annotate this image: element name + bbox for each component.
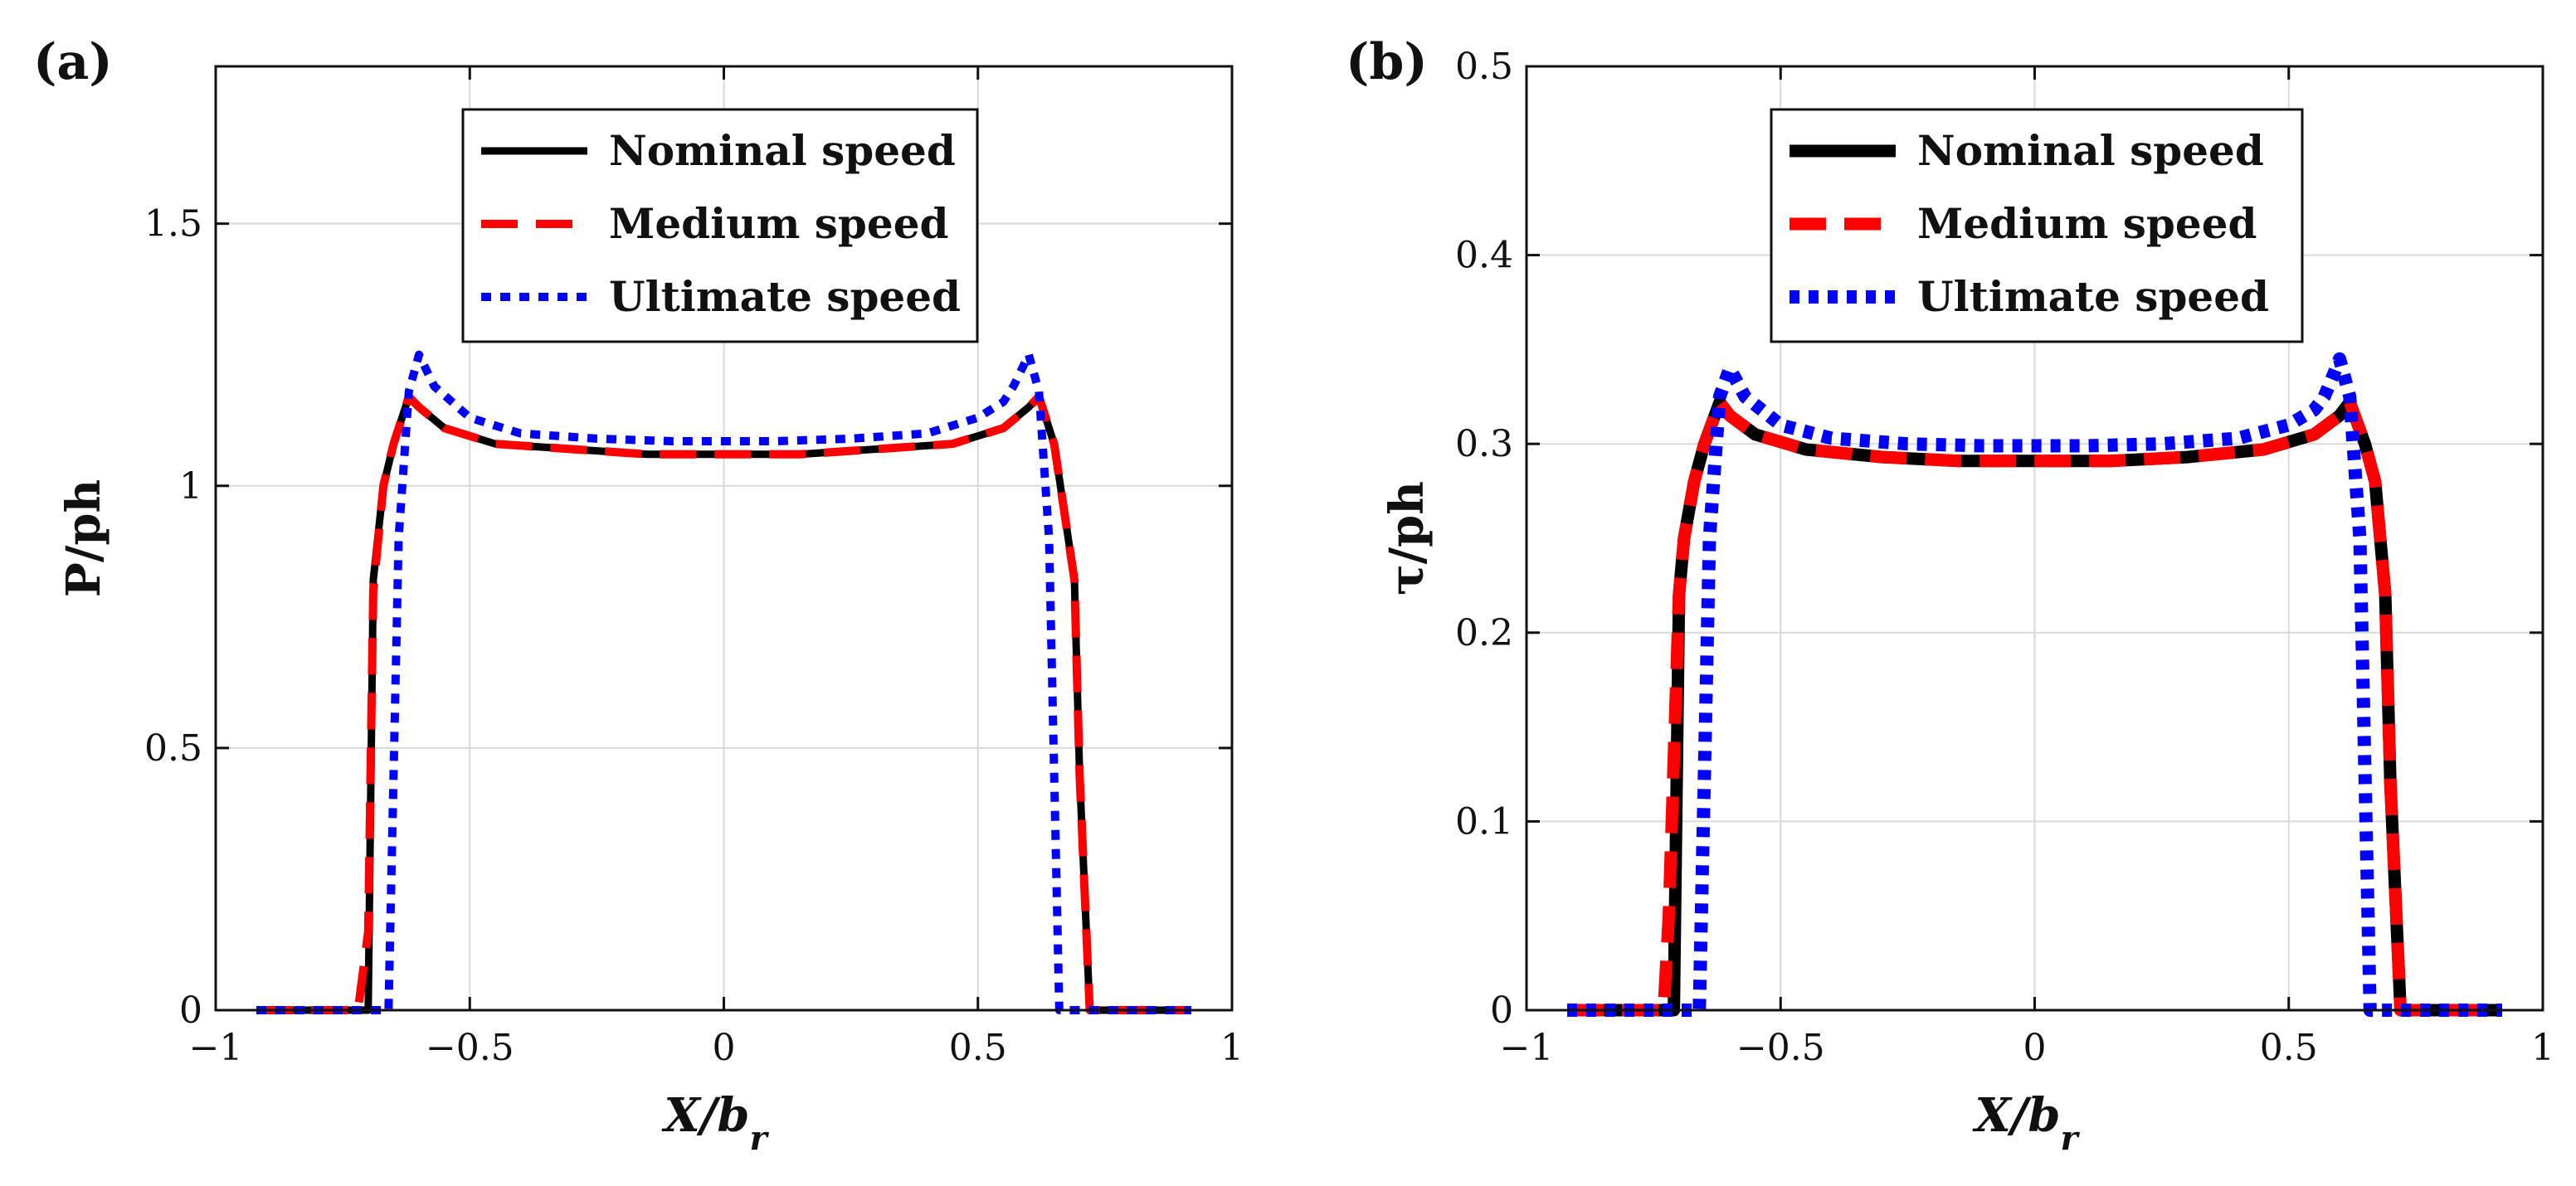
- y-axis-label: τ/ph: [1380, 481, 1434, 595]
- series-line-ultimate-speed: [1567, 352, 2502, 1017]
- y-tick-label: 0.1: [1455, 800, 1513, 843]
- series-line-medium-speed: [1567, 396, 2502, 1017]
- x-axis-label: X/br: [1972, 1088, 2080, 1158]
- y-axis-label: P/ph: [56, 479, 111, 597]
- series-group: [1567, 352, 2502, 1017]
- x-tick-label: −0.5: [426, 1027, 514, 1069]
- legend-label: Medium speed: [609, 199, 948, 248]
- legend-label: Ultimate speed: [1917, 272, 2269, 321]
- x-tick-label: −1: [189, 1027, 243, 1069]
- legend-label: Medium speed: [1917, 199, 2257, 248]
- legend: Nominal speed Medium speed Ultimate speed: [1770, 108, 2304, 343]
- x-tick-label: −0.5: [1736, 1027, 1825, 1069]
- x-tick-label: 0.5: [949, 1027, 1007, 1069]
- y-tick-label: 0: [1490, 989, 1513, 1032]
- y-tick-label: 0: [179, 989, 202, 1032]
- legend-label: Nominal speed: [1917, 126, 2264, 175]
- x-tick-label: 1: [2531, 1027, 2554, 1069]
- panel-label: (a): [33, 33, 113, 91]
- y-tick-label: 0.2: [1455, 612, 1513, 654]
- y-tick-label: 1: [179, 465, 202, 508]
- y-tick-label: 0.5: [1455, 46, 1513, 88]
- y-tick-label: 1.5: [144, 203, 202, 245]
- y-tick-label: 0.4: [1455, 235, 1513, 277]
- panel-label: (b): [1346, 33, 1428, 91]
- legend-label: Nominal speed: [609, 126, 956, 175]
- x-tick-label: 0.5: [2260, 1027, 2318, 1069]
- chart-panel-b: (b) −1 −0.5 0 0.5 1 0 0.1 0.2 0.3 0.4 0.5 X/br τ/ph No…: [1346, 33, 2554, 1158]
- legend-label: Ultimate speed: [609, 272, 961, 321]
- x-tick-label: −1: [1500, 1027, 1554, 1069]
- legend: Nominal speed Medium speed Ultimate speed: [461, 108, 979, 343]
- x-tick-label: 0: [2023, 1027, 2047, 1069]
- x-tick-label: 1: [1220, 1027, 1244, 1069]
- chart-panel-a: (a) −1 −0.5 0 0.5 1 0 0.5 1 1.5 X/br P/ph Nominal sp…: [33, 33, 1244, 1158]
- x-tick-label: 0: [713, 1027, 736, 1069]
- y-tick-label: 0.3: [1455, 423, 1513, 465]
- series-group: [256, 350, 1191, 1014]
- y-tick-label: 0.5: [144, 727, 202, 770]
- x-axis-label: X/br: [661, 1088, 769, 1158]
- series-line-medium-speed: [256, 392, 1191, 1014]
